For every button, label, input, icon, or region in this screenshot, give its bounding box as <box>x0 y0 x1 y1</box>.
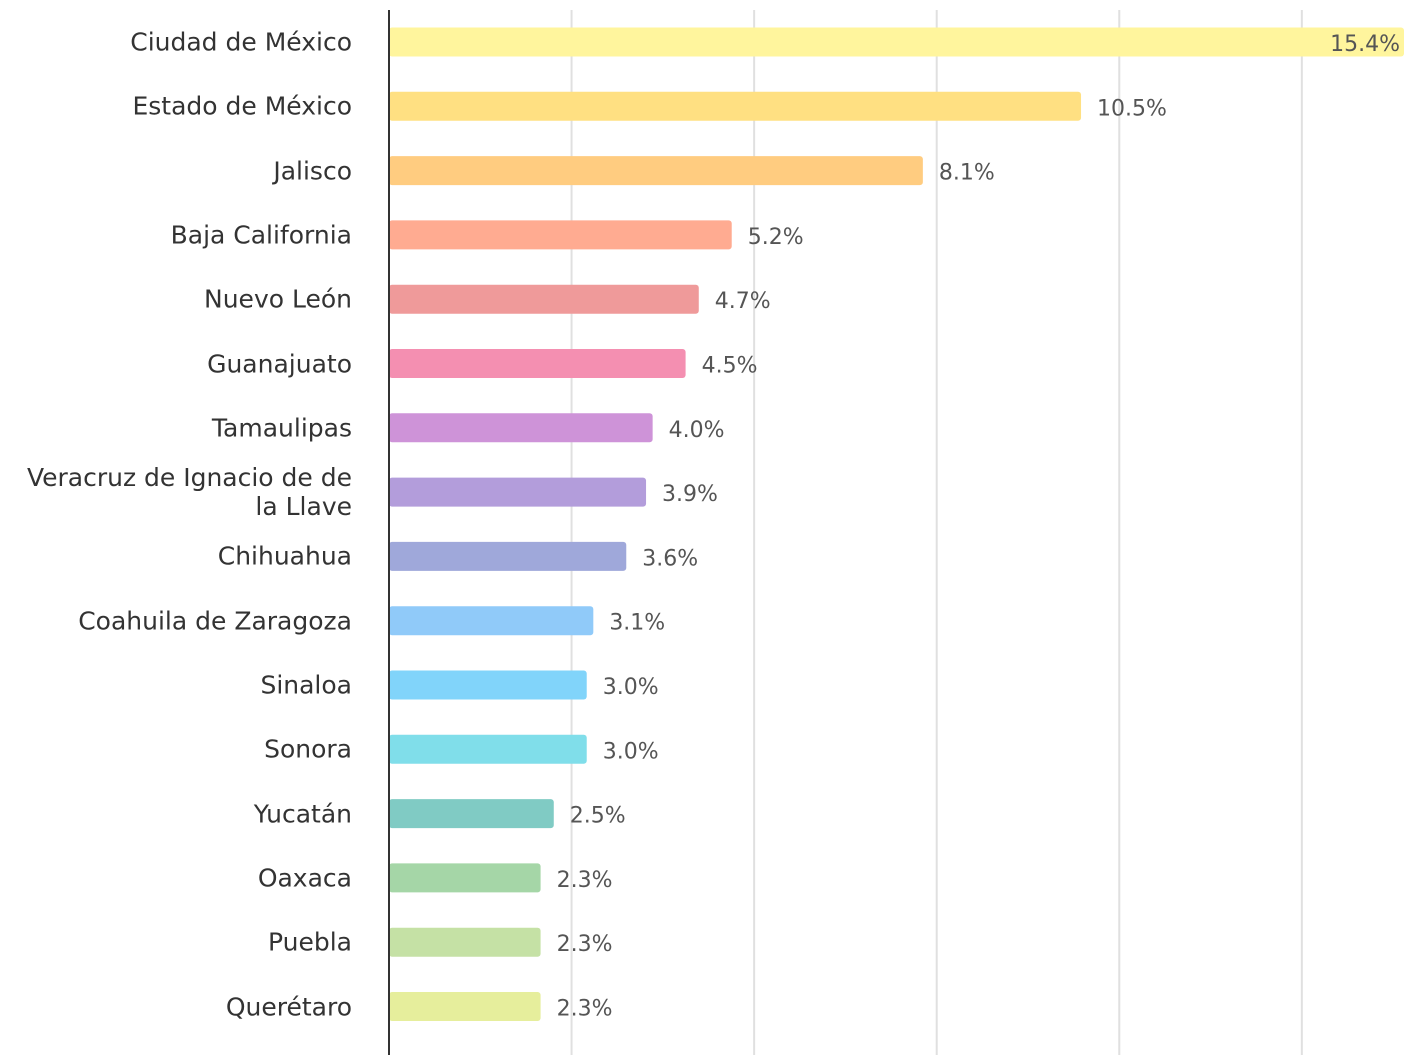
bar <box>389 220 732 250</box>
bar <box>389 27 1404 57</box>
category-label: Guanajuato <box>207 349 352 378</box>
bar <box>389 606 594 636</box>
value-label: 4.0% <box>669 418 725 443</box>
value-label: 8.1% <box>939 161 995 186</box>
category-label: Sinaloa <box>260 670 352 700</box>
bar <box>389 670 587 700</box>
value-label: 2.3% <box>557 997 613 1022</box>
bar <box>389 284 699 314</box>
bar <box>389 477 647 507</box>
bar <box>389 927 541 957</box>
category-label: Oaxaca <box>257 863 352 893</box>
category-label: Jalisco <box>273 156 352 186</box>
value-label: 3.1% <box>609 611 665 636</box>
value-label: 15.4% <box>1330 32 1400 57</box>
bar <box>389 156 923 186</box>
category-label: Chihuahua <box>217 541 352 571</box>
bar <box>389 992 541 1021</box>
bar <box>389 541 627 571</box>
value-label: 3.0% <box>603 675 659 700</box>
value-label: 3.0% <box>603 739 659 764</box>
category-label: Puebla <box>268 927 352 957</box>
value-label: 4.5% <box>702 354 758 379</box>
value-label: 2.5% <box>570 804 626 829</box>
category-label: Sonora <box>264 734 352 764</box>
category-label: Tamaulipas <box>211 413 352 443</box>
category-label: Estado de México <box>132 91 352 121</box>
category-label: Querétaro <box>225 992 352 1021</box>
value-label: 4.7% <box>715 289 771 314</box>
value-label: 2.3% <box>557 932 613 957</box>
bar <box>389 413 653 443</box>
value-label: 5.2% <box>748 225 804 250</box>
category-label: Ciudad de México <box>130 27 352 57</box>
category-label: Yucatán <box>253 799 352 829</box>
bar <box>389 863 541 893</box>
value-label: 2.3% <box>557 868 613 893</box>
value-label: 10.5% <box>1097 96 1167 121</box>
bar <box>389 349 686 378</box>
bar <box>389 734 587 764</box>
category-label: Nuevo León <box>204 284 352 314</box>
category-label: Coahuila de Zaragoza <box>78 606 352 636</box>
category-label: Veracruz de Ignacio de de la Llave <box>26 463 352 522</box>
value-label: 3.9% <box>662 482 718 507</box>
category-label: Baja California <box>170 220 352 250</box>
value-label: 3.6% <box>642 546 698 571</box>
bar <box>389 91 1082 121</box>
bar <box>389 799 554 829</box>
